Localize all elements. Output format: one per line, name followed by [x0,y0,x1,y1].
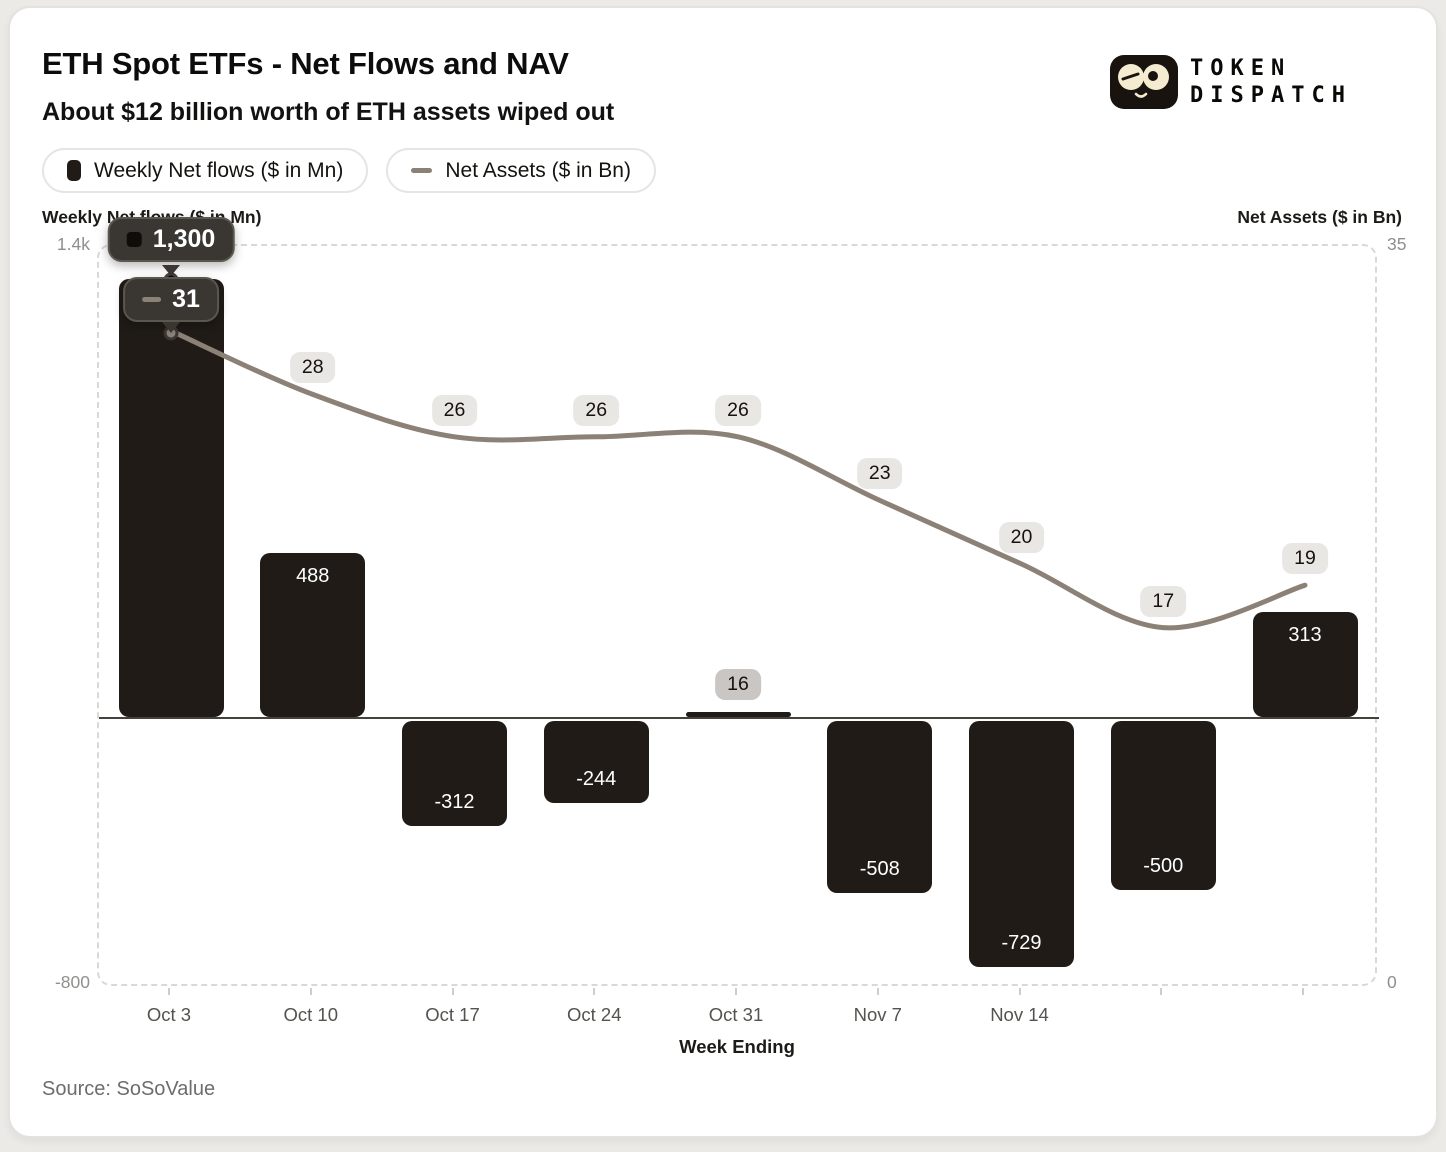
tooltip-net-flow: 1,300 [107,217,235,262]
flow-bar[interactable]: -244 [543,721,649,804]
legend-item-net-assets[interactable]: Net Assets ($ in Bn) [386,148,656,193]
page-subtitle: About $12 billion worth of ETH assets wi… [42,98,615,126]
x-axis-label: Oct 3 [146,1004,192,1025]
token-dispatch-logo-icon [1110,55,1178,109]
legend-label: Net Assets ($ in Bn) [445,158,631,182]
legend: Weekly Net flows ($ in Mn) Net Assets ($… [42,148,656,193]
token-dispatch-logo: TOKEN DISPATCH [1110,55,1352,109]
nav-point-label: 20 [998,522,1045,553]
x-tick [168,988,170,995]
left-axis-top-tick: 1.4k [56,234,90,254]
source-credit: Source: SoSoValue [42,1078,216,1100]
bar-value-label: 488 [296,564,330,587]
bar-value-label: -729 [1001,932,1042,955]
x-tick [309,988,312,995]
page-title: ETH Spot ETFs - Net Flows and NAV [42,46,569,81]
left-axis-bottom-tick: -800 [54,972,90,992]
bar-value-label: 313 [1288,623,1322,646]
right-axis-title: Net Assets ($ in Bn) [1237,207,1402,227]
legend-item-net-flows[interactable]: Weekly Net flows ($ in Mn) [42,148,369,193]
x-axis-label: Oct 31 [708,1004,764,1025]
x-axis-label: Nov 7 [853,1004,902,1025]
right-axis-top-tick: 35 [1387,234,1407,254]
bar-value-label: -508 [859,857,900,880]
x-tick [1018,988,1021,995]
flow-bar[interactable]: -729 [969,721,1074,968]
x-axis-label: Oct 10 [283,1004,339,1025]
x-tick [1302,988,1304,995]
token-dispatch-logo-text: TOKEN DISPATCH [1190,56,1352,108]
bar-value-badge: 16 [715,668,761,700]
nav-point-label: 17 [1140,585,1187,617]
bar-value-label: -312 [434,791,475,814]
flow-bar[interactable]: 488 [260,552,366,718]
flow-bar[interactable]: -312 [402,721,507,827]
bar-swatch-icon [126,232,142,247]
flow-bar[interactable]: 313 [1252,611,1358,718]
x-axis-label: Oct 17 [425,1004,480,1025]
nav-point-label: 26 [573,394,620,426]
nav-point-label: 19 [1282,543,1328,575]
nav-point-label: 23 [856,458,903,490]
line-dash-icon [142,297,162,302]
tooltip-net-assets: 31 [123,277,219,322]
nav-point-label: 26 [431,394,478,426]
x-tick [593,988,596,995]
nav-point-label: 26 [715,394,761,426]
legend-label: Weekly Net flows ($ in Mn) [94,158,344,182]
x-axis-label: Oct 24 [567,1004,622,1025]
tooltip-pointer [162,322,180,333]
bar-swatch-icon [67,160,81,181]
net-assets-line-path[interactable] [168,328,1308,631]
flow-bar[interactable] [118,278,224,718]
flow-bar[interactable]: -508 [827,721,933,893]
x-tick [1160,988,1163,995]
tooltip-pointer [162,265,180,276]
chart-card: ETH Spot ETFs - Net Flows and NAV About … [8,6,1438,1138]
bar-value-label: -500 [1143,854,1184,877]
right-axis-bottom-tick: 0 [1387,972,1397,992]
net-assets-line[interactable] [99,246,1379,988]
x-tick [735,988,737,995]
tooltip-net-flow-value: 1,300 [152,225,216,253]
bar-value-label: -244 [576,768,617,791]
x-axis-title: Week Ending [679,1036,795,1057]
zero-baseline [99,717,1379,719]
line-dash-icon [411,168,433,173]
x-axis-label: Nov 14 [990,1004,1049,1025]
nav-point-label: 28 [289,352,336,384]
x-tick [451,988,454,995]
flow-bar[interactable] [685,711,791,718]
plot-area: 1,300 31 488 -312 -244 16 -508 -729 -500 313 28 2… [97,217,1379,988]
flow-bar[interactable]: -500 [1110,721,1216,890]
tooltip-net-assets-value: 31 [172,285,200,313]
x-tick [876,988,879,995]
